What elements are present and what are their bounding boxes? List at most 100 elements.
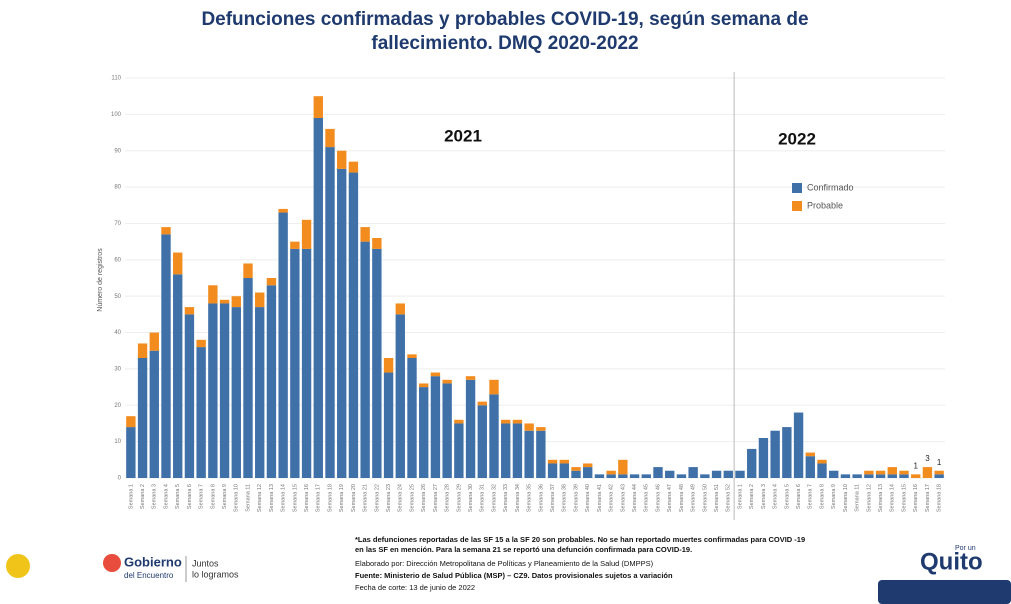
year-label: 2022 [778,129,816,148]
y-tick-label: 0 [118,476,122,482]
data-label: 1 [937,458,942,467]
bar-segment [688,467,698,478]
x-tick-label: Semana 5 [175,484,181,509]
bar-segment [243,278,253,478]
bar-segment [173,252,183,275]
bar-segment [290,248,300,478]
bar-segment [149,332,159,351]
bar-segment [805,456,815,478]
chart-title: fallecimiento. DMQ 2020-2022 [371,33,638,54]
bar-segment [665,470,675,478]
x-tick-label: Semana 1 [128,484,134,509]
bar-segment [676,474,687,478]
bar-segment [782,427,792,478]
x-tick-label: Semana 12 [257,484,263,512]
bar-segment [805,452,815,457]
bar-segment [360,241,370,478]
bar-segment [864,470,874,475]
bar-segment [875,474,886,478]
bar-segment [501,419,511,424]
x-tick-label: Semana 7 [808,484,814,509]
x-tick-label: Semana 34 [515,484,521,512]
x-tick-label: Semana 40 [585,484,591,512]
bar-segment [875,470,886,475]
x-tick-label: Semana 46 [655,484,661,512]
bar-segment [465,379,476,478]
x-tick-label: Semana 6 [187,484,193,509]
bar-segment [266,285,277,478]
bar-segment [173,274,183,478]
bar-segment [219,299,230,304]
y-tick-label: 90 [114,148,121,154]
bar-segment [325,147,335,478]
bar-segment [196,339,206,348]
legend-label: Probable [807,200,843,210]
bar-segment [524,430,534,478]
bar-segment [934,474,944,478]
x-tick-label: Semana 15 [901,484,907,512]
legend-label: Confirmado [807,182,854,192]
bar-segment [899,470,909,475]
bar-segment [606,474,616,478]
logo-text: Por un [955,545,976,552]
bar-segment [829,470,839,478]
x-tick-label: Semana 16 [304,484,310,512]
x-tick-label: Semana 17 [316,484,322,512]
data-label: 3 [925,454,930,463]
legend-swatch [792,201,802,211]
footer-note: Fecha de corte: 13 de junio de 2022 [355,583,475,592]
bar-segment [430,372,441,377]
x-tick-label: Semana 47 [667,484,673,512]
x-tick-label: Semana 8 [819,484,825,509]
bar-segment [442,383,452,478]
bar-segment [864,474,874,478]
logo-text: Gobierno [124,554,182,569]
footer-note: *Las defunciones reportadas de las SF 15… [355,535,805,544]
bar-segment [137,343,148,358]
bar-segment [196,347,206,478]
bar-segment [255,292,265,308]
x-tick-label: Semana 50 [702,484,708,512]
y-tick-label: 70 [114,221,121,227]
bar-segment [208,285,218,304]
bar-segment [606,470,616,475]
bar-segment [700,474,710,478]
x-tick-label: Semana 8 [210,484,216,509]
bar-segment [512,419,523,424]
chart-title: Defunciones confirmadas y probables COVI… [201,9,808,30]
x-tick-label: Semana 11 [855,484,861,512]
bar-segment [360,227,370,242]
bar-segment [278,212,288,478]
x-tick-label: Semana 22 [374,484,380,512]
y-tick-label: 40 [114,330,121,336]
x-tick-label: Semana 36 [538,484,544,512]
footer-bg [0,520,1011,604]
bar-segment [243,263,253,278]
y-tick-label: 10 [114,439,121,445]
x-tick-label: Semana 13 [878,484,884,512]
y-tick-label: 20 [114,403,121,409]
bar-segment [383,372,394,478]
x-tick-label: Semana 11 [245,484,251,512]
bar-segment [231,307,241,478]
x-tick-label: Semana 7 [199,484,205,509]
y-tick-label: 50 [114,294,121,300]
bar-segment [489,394,499,478]
bar-segment [126,416,136,428]
bar-segment [911,474,921,478]
x-tick-label: Semana 28 [445,484,451,512]
bar-segment [383,358,394,373]
logo-icon [6,554,30,578]
legend-swatch [792,183,802,193]
footer-note: Fuente: Ministerio de Salud Pública (MSP… [355,571,673,580]
x-tick-label: Semana 37 [550,484,556,512]
y-axis-label: Número de registros [97,248,104,312]
bar-segment [395,314,405,478]
bar-segment [278,208,288,213]
data-label: 1 [913,461,918,470]
y-tick-label: 60 [114,257,121,263]
bar-segment [559,463,569,478]
bar-segment [618,459,628,475]
bar-segment [793,412,804,478]
